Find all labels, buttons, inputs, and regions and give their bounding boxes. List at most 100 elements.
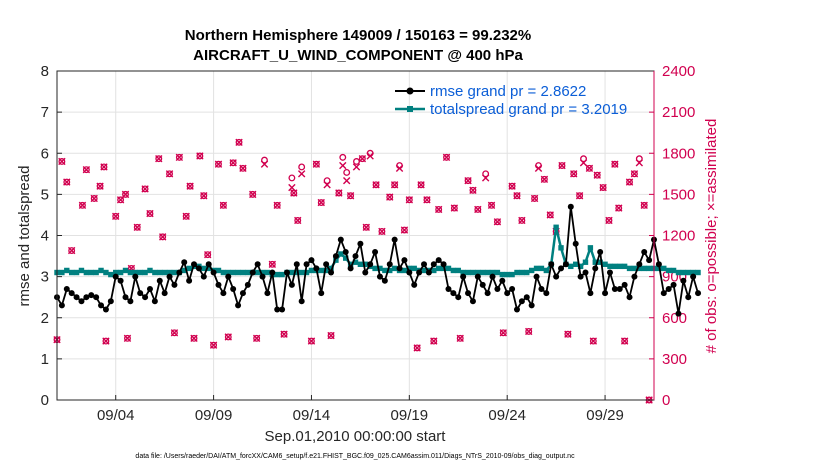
rmse-point <box>450 290 457 297</box>
obs-assimilated-marker <box>570 170 578 178</box>
obs-possible-marker <box>117 196 125 204</box>
spread-point <box>391 265 398 272</box>
obs-assimilated-stroke <box>575 192 584 200</box>
rmse-point <box>548 261 555 268</box>
obs-assimilated-marker <box>175 153 184 162</box>
obs-assimilated-stroke <box>474 205 482 214</box>
spread-point <box>607 263 613 270</box>
obs-possible-marker <box>391 181 399 189</box>
obs-assimilated-stroke <box>235 138 243 146</box>
rmse-point <box>337 236 344 243</box>
spread-point <box>631 265 638 272</box>
obs-assimilated-marker <box>102 337 110 345</box>
obs-assimilated-stroke <box>417 181 425 189</box>
obs-assimilated-stroke <box>229 159 237 167</box>
obs-possible-marker <box>229 159 237 167</box>
obs-assimilated-marker <box>159 233 167 241</box>
obs-assimilated-stroke <box>558 161 566 170</box>
obs-assimilated-marker <box>67 246 76 255</box>
rmse-point <box>690 273 697 280</box>
spread-point <box>470 269 476 276</box>
legend-spread-marker <box>407 106 413 112</box>
obs-possible-marker <box>386 193 394 201</box>
obs-assimilated-stroke <box>434 205 443 214</box>
rmse-point <box>372 248 379 255</box>
rmse-point <box>161 290 168 297</box>
obs-possible-marker <box>253 334 261 342</box>
spread-point <box>445 265 452 272</box>
rmse-point <box>646 257 653 264</box>
rmse-point <box>83 294 90 301</box>
spread-point <box>323 267 329 274</box>
obs-assimilated-stroke <box>112 212 120 221</box>
rmse-point <box>499 277 506 284</box>
obs-assimilated-marker <box>297 170 306 178</box>
obs-assimilated-marker <box>513 192 521 200</box>
spread-point <box>690 269 696 276</box>
obs-possible-marker <box>159 233 167 241</box>
obs-assimilated-stroke <box>530 194 539 203</box>
spread-point <box>626 265 633 272</box>
obs-assimilated-marker <box>186 182 194 190</box>
rmse-point <box>220 290 227 297</box>
obs-assimilated-marker <box>280 330 288 338</box>
obs-assimilated-stroke <box>589 337 598 345</box>
obs-assimilated-marker <box>530 194 539 203</box>
obs-assimilated-marker <box>323 181 331 189</box>
rmse-point <box>504 290 511 297</box>
obs-possible-marker <box>182 212 190 220</box>
obs-assimilated-marker <box>224 333 232 341</box>
spread-point <box>279 271 285 278</box>
rmse-point <box>117 277 124 284</box>
obs-possible-marker <box>469 186 477 194</box>
rmse-point <box>73 294 80 301</box>
rmse-point <box>210 269 217 276</box>
rmse-point <box>567 203 574 210</box>
obs-assimilated-stroke <box>346 192 355 200</box>
spread-point <box>597 259 603 265</box>
obs-assimilated-marker <box>564 330 572 338</box>
rmse-point <box>313 265 320 272</box>
spread-point <box>78 267 85 274</box>
obs-possible-marker <box>499 329 507 337</box>
rmse-point <box>269 269 276 276</box>
spread-point <box>372 265 378 272</box>
rmse-point <box>479 281 486 288</box>
obs-possible-marker <box>273 201 281 209</box>
legend: rmse grand pr = 2.8622 totalspread grand… <box>395 83 627 118</box>
spread-point <box>382 267 388 274</box>
obs-assimilated-stroke <box>63 178 71 186</box>
obs-possible-marker <box>146 210 154 218</box>
obs-possible-marker <box>626 178 633 186</box>
obs-assimilated-marker <box>96 182 104 190</box>
spread-point <box>641 265 647 272</box>
obs-possible-marker <box>249 190 257 198</box>
obs-possible-marker <box>175 153 183 161</box>
rmse-point <box>264 290 271 297</box>
rmse-point <box>416 269 423 276</box>
obs-possible-marker <box>405 196 413 204</box>
rmse-point <box>411 281 418 288</box>
obs-assimilated-marker <box>390 181 399 189</box>
spread-point <box>435 265 442 272</box>
rmse-point <box>616 285 623 292</box>
obs-possible-marker <box>268 260 276 268</box>
rmse-point <box>225 273 232 280</box>
obs-possible-marker <box>96 182 104 190</box>
rmse-point <box>102 306 109 313</box>
spread-point <box>230 269 236 276</box>
right-tick-label: 1800 <box>662 145 695 162</box>
obs-possible-marker <box>450 204 458 212</box>
obs-assimilated-marker <box>405 196 414 204</box>
spread-point <box>254 269 261 276</box>
rmse-point <box>279 306 286 313</box>
spread-point <box>377 265 383 272</box>
obs-assimilated-stroke <box>564 330 572 338</box>
obs-assimilated-marker <box>378 227 386 236</box>
spread-point <box>298 269 305 276</box>
obs-assimilated-marker <box>141 185 149 193</box>
obs-possible-marker <box>239 164 247 172</box>
x-tick-label: 09/04 <box>97 407 135 424</box>
left-tick-label: 8 <box>41 63 49 80</box>
obs-possible-marker <box>170 329 178 337</box>
